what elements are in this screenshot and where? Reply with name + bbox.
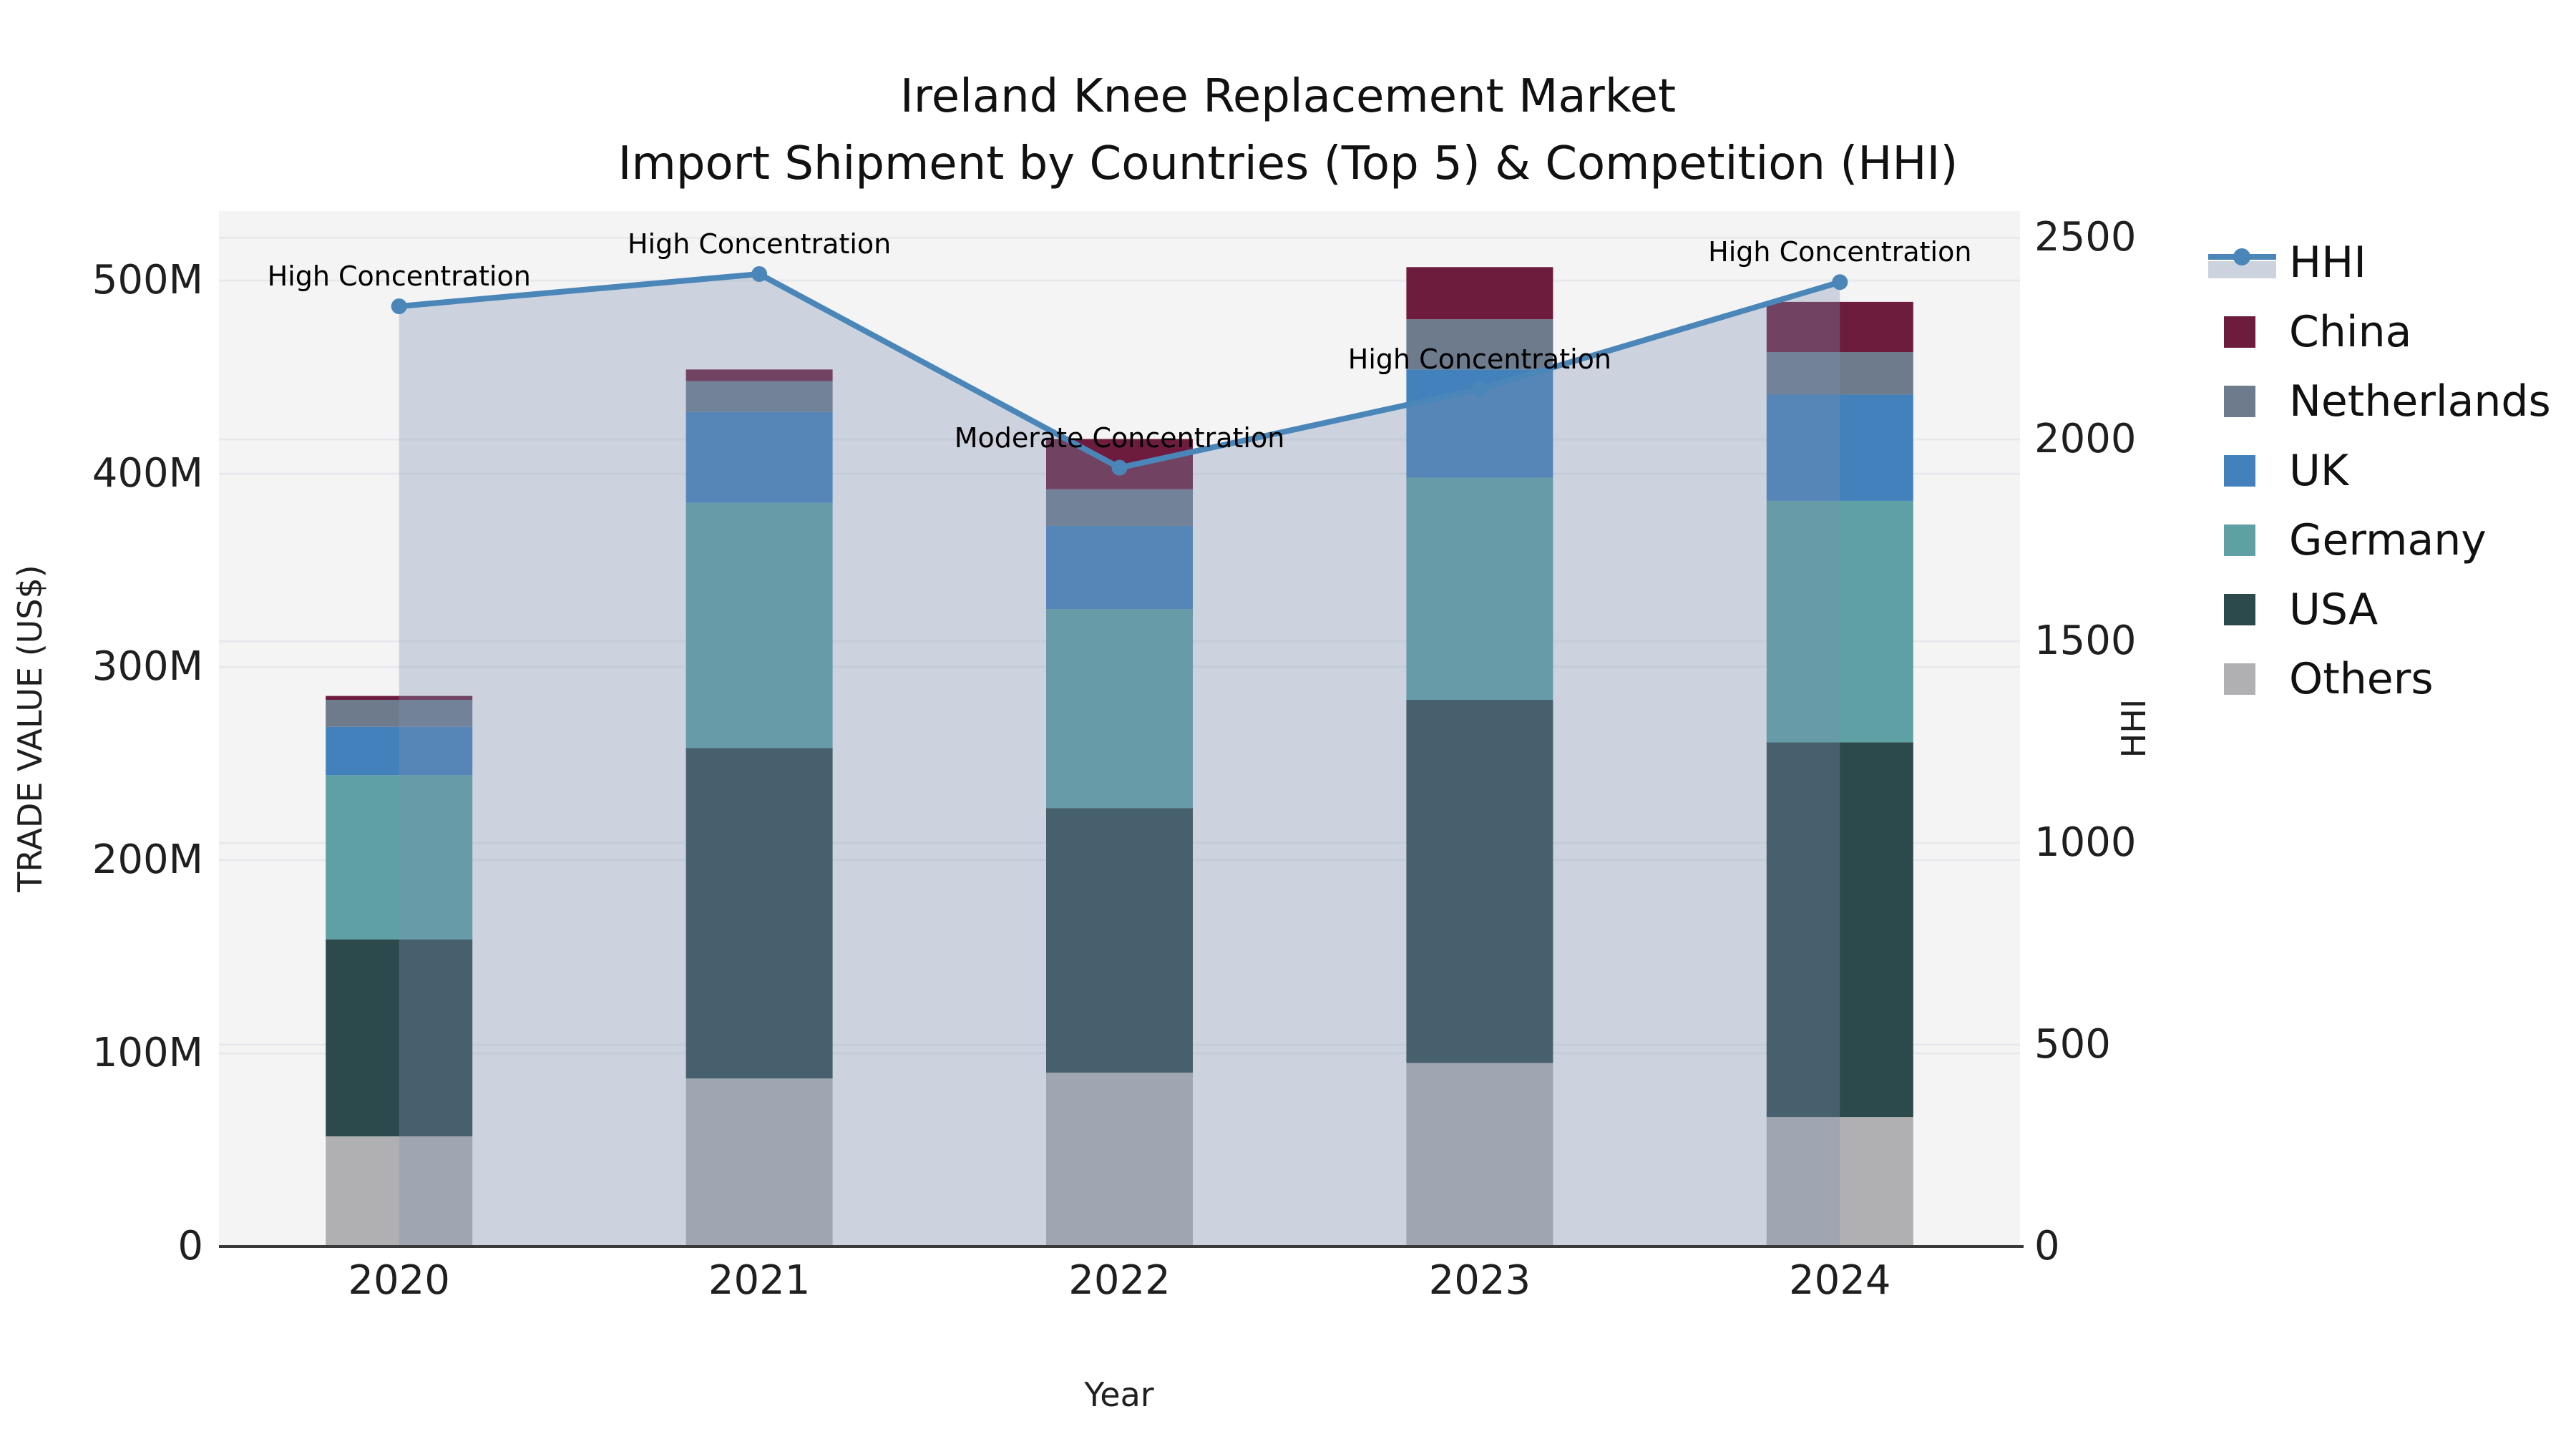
legend-square-swatch (2208, 313, 2276, 351)
legend-color-china (2224, 316, 2255, 348)
bar-segment-germany-2021 (686, 502, 833, 748)
y-left-tick: 400M (92, 450, 203, 497)
bar-segment-china-2020 (326, 696, 473, 701)
bar-segment-germany-2024 (1766, 500, 1913, 743)
bar-segment-netherlands-2023 (1406, 319, 1553, 370)
bar-segment-china-2024 (1766, 301, 1913, 353)
legend-item-uk: UK (2208, 436, 2551, 505)
x-tick-2022: 2022 (1068, 1257, 1171, 1304)
legend-label: Others (2289, 653, 2434, 704)
hhi-marker-2020 (391, 298, 407, 315)
annotation-2022: Moderate Concentration (954, 421, 1285, 454)
legend-item-netherlands: Netherlands (2208, 366, 2551, 436)
legend-item-germany: Germany (2208, 505, 2551, 575)
y-right-tick: 1000 (2034, 819, 2137, 867)
legend-label: USA (2289, 584, 2379, 635)
legend-hhi-marker (2233, 248, 2250, 265)
x-tick-2024: 2024 (1789, 1257, 1891, 1304)
bar-segment-usa-2021 (686, 748, 833, 1079)
legend-item-hhi: HHI (2208, 228, 2551, 297)
bar-segment-others-2021 (686, 1078, 833, 1246)
y-left-tick: 0 (177, 1223, 203, 1269)
annotation-2024: High Concentration (1708, 236, 1972, 268)
chart-title: Ireland Knee Replacement Market Import S… (0, 63, 2576, 197)
hhi-area-fill (399, 273, 1840, 1247)
legend-item-china: China (2208, 297, 2551, 366)
bar-segment-others-2022 (1046, 1073, 1193, 1246)
x-tick-2023: 2023 (1428, 1257, 1531, 1304)
legend-label: HHI (2289, 237, 2366, 288)
legend-square-swatch (2208, 591, 2276, 628)
legend-color-others (2224, 663, 2255, 695)
legend-color-germany (2224, 524, 2255, 556)
bar-segment-uk-2022 (1046, 526, 1193, 610)
bar-segment-others-2020 (326, 1136, 473, 1246)
bar-segment-others-2024 (1766, 1117, 1913, 1246)
bar-segment-china-2021 (686, 369, 833, 381)
hhi-marker-2021 (751, 265, 768, 282)
legend-color-uk (2224, 454, 2255, 487)
legend-square-swatch (2208, 660, 2276, 698)
y-left-tick: 300M (92, 643, 203, 691)
x-axis-label: Year (1084, 1375, 1154, 1414)
hhi-marker-2022 (1111, 459, 1128, 476)
legend-label: China (2289, 306, 2412, 357)
bar-segment-germany-2020 (326, 775, 473, 940)
y-left-tick: 100M (92, 1030, 203, 1077)
bar-segment-uk-2024 (1766, 394, 1913, 501)
legend-color-netherlands (2224, 385, 2255, 417)
bar-segment-usa-2020 (326, 939, 473, 1137)
bar-segment-usa-2022 (1046, 808, 1193, 1073)
y-left-tick: 200M (92, 836, 203, 884)
bar-segment-uk-2021 (686, 411, 833, 503)
legend-line-swatch (2208, 244, 2276, 281)
y-right-tick: 2500 (2034, 214, 2137, 261)
y-right-tick: 2000 (2034, 416, 2137, 463)
bar-segment-netherlands-2020 (326, 700, 473, 727)
legend-item-others: Others (2208, 644, 2551, 713)
legend-label: Netherlands (2289, 376, 2551, 426)
bar-segment-netherlands-2022 (1046, 489, 1193, 527)
y-right-tick: 1500 (2034, 618, 2137, 665)
bar-segment-usa-2023 (1406, 700, 1553, 1063)
hhi-marker-2024 (1832, 274, 1848, 291)
legend-item-usa: USA (2208, 575, 2551, 644)
bar-segment-uk-2020 (326, 726, 473, 776)
bar-segment-usa-2024 (1766, 742, 1913, 1118)
bar-segment-netherlands-2024 (1766, 352, 1913, 395)
legend-label: Germany (2289, 514, 2487, 565)
y-left-axis-label: TRADE VALUE (US$) (11, 565, 49, 892)
legend-color-usa (2224, 593, 2255, 625)
chart-title-line2: Import Shipment by Countries (Top 5) & C… (618, 137, 1958, 190)
y-left-tick: 500M (92, 257, 203, 304)
x-tick-2021: 2021 (708, 1257, 811, 1304)
legend-square-swatch (2208, 383, 2276, 420)
bar-segment-germany-2022 (1046, 609, 1193, 809)
bar-segment-others-2023 (1406, 1063, 1553, 1246)
x-tick-2020: 2020 (348, 1257, 450, 1304)
legend-square-swatch (2208, 522, 2276, 559)
legend-label: UK (2289, 445, 2349, 496)
legend-square-swatch (2208, 452, 2276, 489)
annotation-2020: High Concentration (267, 260, 531, 293)
bar-segment-china-2023 (1406, 267, 1553, 320)
bar-segment-germany-2023 (1406, 477, 1553, 701)
y-right-tick: 0 (2034, 1223, 2060, 1269)
chart-title-line1: Ireland Knee Replacement Market (899, 70, 1677, 123)
hhi-marker-2023 (1471, 381, 1488, 397)
annotation-2023: High Concentration (1347, 343, 1612, 375)
bar-segment-netherlands-2021 (686, 381, 833, 412)
annotation-2021: High Concentration (627, 228, 892, 260)
y-right-axis-label: HHI (2114, 698, 2153, 758)
y-right-tick: 500 (2034, 1021, 2111, 1068)
legend: HHI China Netherlands UK Germany USA Others (2208, 228, 2551, 713)
